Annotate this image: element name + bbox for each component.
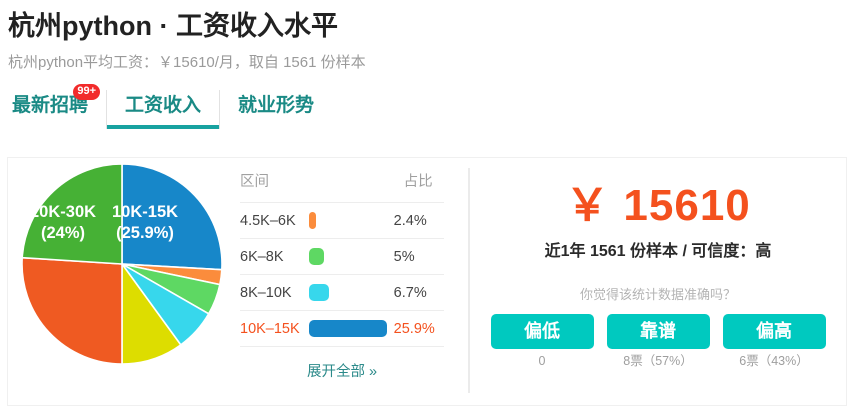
tab-latest-jobs-label: 最新招聘 [12,95,89,116]
pie-slice-30K-50K[interactable] [22,256,123,364]
page-title: 杭州python · 工资收入水平 [8,11,338,41]
tab-employment-trend[interactable]: 就业形势 [220,90,332,129]
average-salary-value: ￥ 15610 [565,181,751,230]
cell-range: 10K–15K [240,310,309,347]
breakdown-table-body: 4.5K–6K 2.4% 6K–8K 5% 8K–10K 6.7% 10K–15K 25.9% [240,202,444,347]
pie-chart-svg [22,164,222,364]
proportion-bar [308,212,316,229]
cell-bar [308,202,394,239]
tab-employment-trend-label: 就业形势 [238,95,315,116]
proportion-bar [308,284,329,301]
table-row: 10K–15K 25.9% [240,310,444,347]
proportion-bar [308,248,324,265]
table-row: 6K–8K 5% [240,238,444,275]
salary-summary-panel: ￥ 15610 近1年 1561 份样本 / 可信度：高 你觉得该统计数据准确吗… [470,158,846,405]
table-header-row: 区间 占比 [240,170,444,203]
breakdown-table-head: 区间 占比 [240,170,444,203]
vote-count-low: 0 [538,354,546,368]
page-subtitle: 杭州python平均工资：￥15610/月，取自 1561 份样本 [8,54,366,71]
vote-button-accurate[interactable]: 靠谱 [606,314,710,349]
cell-percent: 2.4% [393,202,444,239]
cell-range: 6K–8K [240,238,309,275]
pie-slice-10K-15K[interactable] [121,164,222,271]
breakdown-table: 区间 占比 4.5K–6K 2.4% 6K–8K 5% 8K–10K 6.7% 10K–15… [240,170,444,347]
tab-bar: 最新招聘 99+ 工资收入 就业形势 [0,84,854,132]
table-row: 8K–10K 6.7% [240,274,444,311]
card-vertical-divider [468,168,470,393]
tab-salary-income-label: 工资收入 [125,95,202,116]
tab-badge-count: 99+ [73,84,101,100]
tab-salary-income[interactable]: 工资收入 [106,90,221,129]
vote-option-accurate: 靠谱 8票（57%） [606,314,710,370]
cell-bar [308,310,394,347]
vote-button-high[interactable]: 偏高 [722,314,826,349]
table-row: 4.5K–6K 2.4% [240,202,444,239]
column-header-range: 区间 [240,170,309,203]
cell-range: 4.5K–6K [240,202,309,239]
cell-range: 8K–10K [240,274,309,311]
breakdown-table-wrap: 区间 占比 4.5K–6K 2.4% 6K–8K 5% 8K–10K 6.7% 10K–15… [230,158,468,405]
card-left-section: 10K-15K (25.9%) 20K-30K (24%) 区间 占比 [8,158,468,405]
vote-question: 你觉得该统计数据准确吗？ [579,287,736,302]
vote-button-low[interactable]: 偏低 [490,314,594,349]
cell-bar [308,238,394,275]
proportion-bar [308,320,387,337]
salary-sample-meta: 近1年 1561 份样本 / 可信度：高 [544,243,772,260]
vote-count-high: 6票（43%） [739,354,809,368]
cell-percent: 25.9% [393,310,444,347]
salary-card: 10K-15K (25.9%) 20K-30K (24%) 区间 占比 [8,158,846,405]
column-header-percent: 占比 [393,170,444,203]
column-header-bar [308,170,394,203]
page-header: 杭州python · 工资收入水平 杭州python平均工资：￥15610/月，… [0,0,854,74]
vote-option-high: 偏高 6票（43%） [722,314,826,370]
pie-slice-20K-30K[interactable] [22,164,123,265]
pie-chart: 10K-15K (25.9%) 20K-30K (24%) [8,158,230,405]
vote-button-row: 偏低 0 靠谱 8票（57%） 偏高 6票（43%） [470,314,846,370]
cell-bar [308,274,394,311]
expand-all-link[interactable]: 展开全部 » [306,364,378,380]
tab-latest-jobs[interactable]: 最新招聘 99+ [0,84,106,129]
tab-active-underline [107,125,220,129]
cell-percent: 5% [393,238,444,275]
vote-count-accurate: 8票（57%） [623,354,693,368]
cell-percent: 6.7% [393,274,444,311]
vote-option-low: 偏低 0 [490,314,594,370]
